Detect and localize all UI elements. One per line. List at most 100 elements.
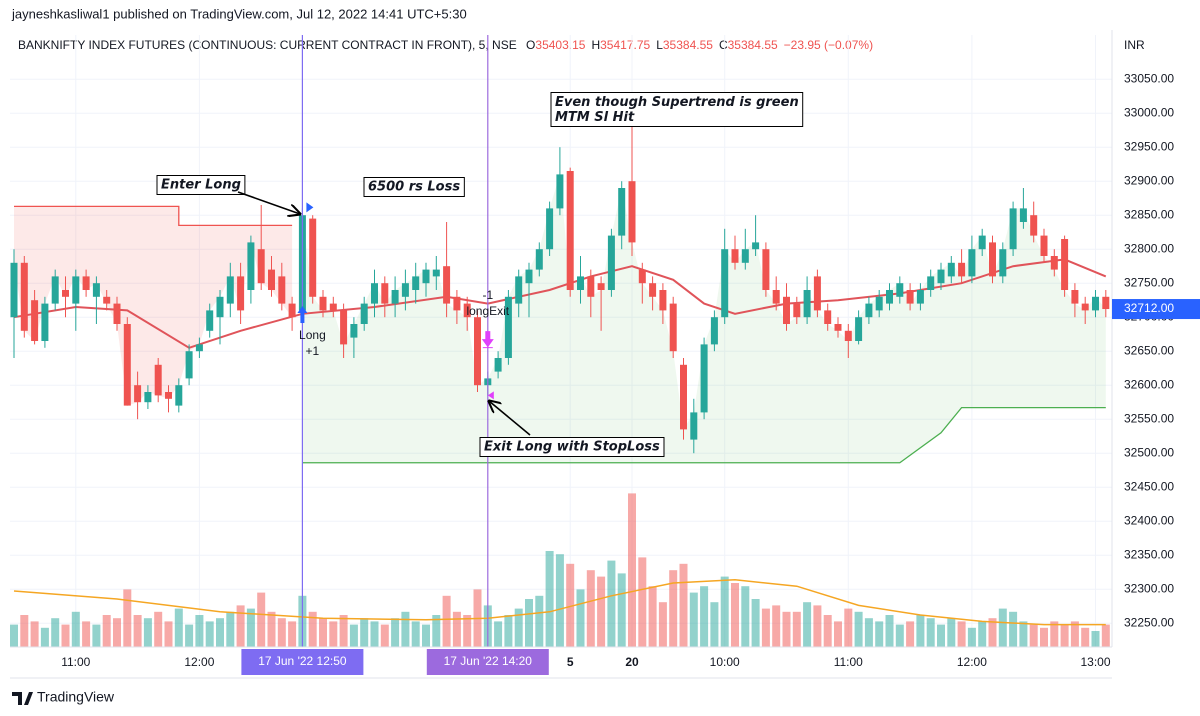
ohlc-label: L: [656, 38, 663, 52]
volume-bar: [267, 611, 276, 647]
candle-body: [566, 171, 574, 290]
volume-bar: [700, 586, 709, 647]
candle-body: [680, 364, 687, 430]
y-tick-label: 32600.00: [1124, 377, 1174, 391]
volume-bar: [30, 621, 39, 647]
candle-body: [968, 249, 976, 277]
candle-body: [875, 296, 883, 311]
candle-body: [710, 317, 718, 345]
volume-bar: [1019, 621, 1028, 647]
volume-bar: [246, 608, 255, 647]
candle-body: [1030, 215, 1038, 236]
spacer: [517, 38, 520, 52]
candle-body: [783, 296, 790, 324]
candle-body: [144, 392, 152, 403]
time-badge: [241, 649, 364, 675]
volume-bar: [741, 586, 750, 647]
volume-bar: [205, 621, 214, 647]
volume-bar: [658, 602, 667, 647]
volume-bar: [792, 611, 801, 647]
volume-bar: [411, 621, 420, 647]
candle-body: [401, 283, 409, 297]
ohlc-label: C: [719, 38, 728, 52]
candle-body: [886, 290, 893, 304]
logo-mark: [12, 692, 33, 705]
candle-body: [700, 344, 708, 413]
volume-bar: [916, 615, 925, 647]
candle-body: [432, 269, 440, 277]
candle-body: [134, 385, 142, 403]
candle-body: [216, 296, 224, 318]
annotation: Exit Long with StopLoss: [479, 437, 665, 457]
change: −23.95 (−0.07%): [784, 38, 873, 52]
volume-bar: [401, 611, 410, 647]
y-tick-label: 32400.00: [1124, 513, 1174, 527]
candle-body: [31, 300, 39, 341]
candle-body: [834, 324, 842, 331]
candle-body: [237, 276, 245, 311]
volume-bar: [514, 608, 523, 647]
candle-body: [1061, 239, 1069, 290]
volume-bar: [731, 583, 739, 647]
candle-body: [916, 290, 924, 304]
time-badge-label: 17 Jun '22 14:20: [444, 654, 533, 668]
candle-body: [381, 283, 389, 304]
volume-bar: [71, 611, 80, 647]
candle-body: [226, 276, 234, 304]
annotation: Even though Supertrend is green MTM Sl Hi…: [550, 92, 804, 127]
signal-label: Long: [299, 328, 326, 342]
currency: INR: [1124, 38, 1145, 52]
candle-body: [20, 262, 28, 331]
candle-body: [412, 276, 420, 290]
candle-body: [690, 412, 698, 440]
x-tick-label: 12:00: [957, 655, 987, 669]
annotation-arrow: [237, 191, 300, 214]
candle-body: [556, 174, 564, 209]
volume-bar: [308, 611, 317, 647]
candle-body: [113, 303, 121, 324]
candle-body: [937, 269, 945, 284]
x-tick-label: 20: [625, 655, 639, 669]
candle-body: [721, 249, 729, 318]
supertrend-fill: [302, 174, 1106, 463]
y-tick-label: 32800.00: [1124, 241, 1174, 255]
volume-bar: [947, 618, 956, 647]
candle-body: [463, 303, 471, 318]
volume-bar: [895, 624, 904, 647]
volume-ma-line: [13, 579, 1106, 626]
candle-body: [288, 303, 296, 318]
y-tick-label: 32650.00: [1124, 343, 1174, 357]
annotation-text: 6500 rs Loss: [368, 180, 460, 195]
candle-body: [1009, 208, 1017, 250]
symbol-line: BANKNIFTY INDEX FUTURES (CONTINUOUS: CUR…: [18, 38, 873, 52]
volume-bar: [566, 563, 575, 647]
volume-bar: [432, 615, 441, 647]
volume-bar: [607, 560, 616, 647]
candle-body: [978, 235, 986, 250]
candle-body: [597, 283, 605, 290]
volume-bar: [875, 621, 884, 647]
volume-bar: [422, 624, 430, 647]
volume-bar: [967, 627, 976, 647]
volume-bar: [92, 624, 101, 647]
volume-bar: [154, 611, 163, 647]
candle-body: [762, 249, 770, 290]
candle-body: [329, 303, 337, 311]
annotation-box: [156, 175, 246, 195]
candle-body: [947, 262, 955, 277]
y-tick-label: 32750.00: [1124, 275, 1174, 289]
volume-bar: [102, 615, 111, 647]
signal-label: +1: [306, 344, 320, 358]
candle-body: [659, 290, 667, 311]
volume-bar: [751, 599, 760, 647]
ohlc-label: H: [591, 38, 600, 52]
annotation-line: Even though Supertrend is green: [555, 95, 799, 110]
published-line: jayneshkasliwal1 published on TradingVie…: [11, 6, 467, 21]
volume-bar: [1070, 621, 1079, 647]
candle-body: [247, 242, 255, 290]
volume-bar: [360, 618, 369, 647]
volume-bar: [720, 576, 729, 647]
volume-bar: [51, 618, 60, 647]
volume-bar: [761, 608, 770, 647]
volume-bar: [1029, 624, 1038, 647]
